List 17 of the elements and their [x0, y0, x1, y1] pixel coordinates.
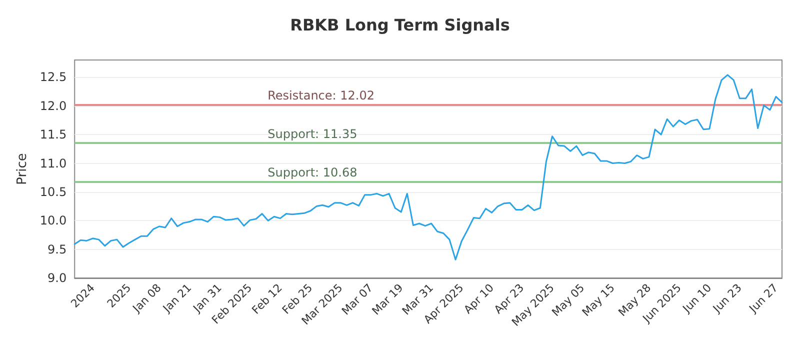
line-series — [74, 74, 783, 260]
y-tick-label: 10.0 — [40, 214, 67, 228]
x-tick-label: Jun 27 — [746, 281, 781, 316]
y-tick-label: 9.0 — [48, 271, 67, 285]
y-tick-label: 10.5 — [40, 184, 67, 199]
y-tick-label: 12.0 — [40, 98, 67, 113]
y-tick-label: 11.0 — [40, 156, 67, 170]
x-tick-label: Apr 10 — [461, 281, 496, 316]
ref-line-label: Support: 11.35 — [268, 127, 358, 142]
y-tick-label: 9.5 — [48, 242, 67, 256]
chart-title: RBKB Long Term Signals — [290, 16, 510, 34]
y-tick-label: 11.5 — [40, 128, 67, 142]
ref-line-label: Resistance: 12.02 — [268, 88, 374, 103]
ref-line-label: Support: 10.68 — [268, 166, 358, 180]
y-axis-title: Price — [15, 153, 30, 185]
y-tick-label: 12.5 — [40, 70, 67, 84]
x-tick-label: Jun 23 — [710, 281, 744, 316]
